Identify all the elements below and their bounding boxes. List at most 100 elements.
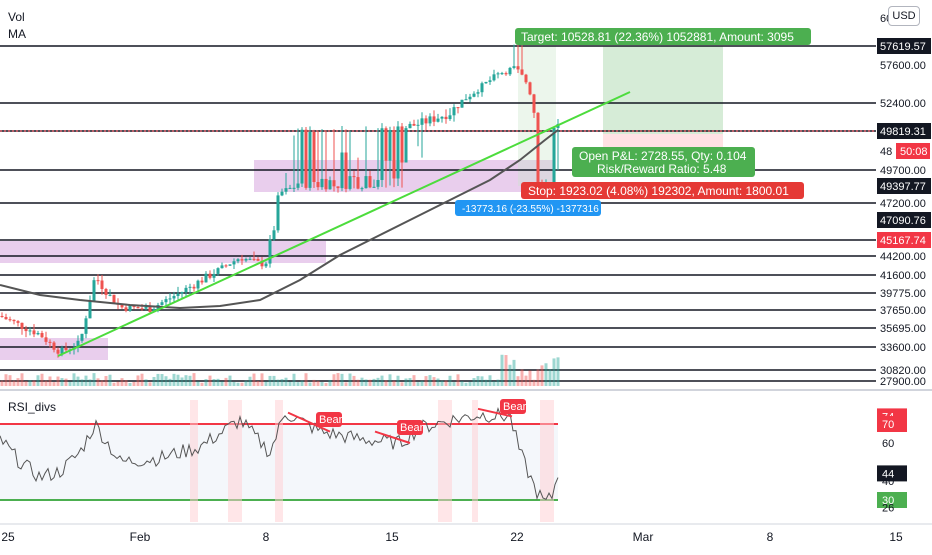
ma-indicator-label[interactable]: MA: [8, 27, 26, 41]
candle-body: [312, 131, 316, 183]
volume-bar: [104, 376, 108, 386]
volume-bar: [360, 377, 364, 386]
candle-body: [56, 349, 60, 354]
candle-body: [252, 258, 256, 260]
vol-indicator-label[interactable]: Vol: [8, 10, 25, 24]
candle-body: [404, 128, 408, 163]
volume-bar: [536, 369, 540, 386]
volume-bar: [372, 378, 376, 386]
volume-bar: [128, 382, 132, 386]
candle-body: [512, 66, 516, 68]
volume-bar: [556, 357, 560, 386]
candle-body: [388, 130, 392, 161]
candle-body: [268, 239, 272, 264]
volume-bar: [212, 379, 216, 386]
volume-bar: [384, 380, 388, 386]
volume-bar: [0, 380, 4, 386]
candle-body: [468, 96, 472, 100]
measure-label: -13773.16 (-23.55%) -1377316: [462, 204, 599, 215]
volume-bar: [64, 378, 68, 386]
time-tick-label: 8: [263, 530, 270, 544]
volume-bar: [192, 373, 196, 386]
volume-bar: [36, 375, 40, 386]
currency-button[interactable]: USD: [888, 6, 920, 26]
candle-body: [364, 176, 368, 189]
candle-body: [492, 74, 496, 81]
volume-bar: [56, 376, 60, 386]
candle-body: [100, 280, 104, 289]
price-axis: [876, 0, 932, 390]
volume-bar: [512, 359, 516, 386]
time-tick-label: 8: [767, 530, 774, 544]
volume-bar: [524, 375, 528, 386]
candle-body: [40, 333, 44, 338]
candle-body: [484, 81, 488, 84]
candle-body: [320, 178, 324, 188]
candle-body: [284, 188, 288, 192]
stop-zone: [603, 134, 723, 148]
candle-body: [12, 319, 16, 322]
volume-bar: [388, 374, 392, 386]
candle-body: [168, 298, 172, 300]
rsi-highlight: [228, 400, 242, 522]
candle-body: [160, 302, 164, 305]
candle-body: [52, 342, 56, 350]
pnl-label: Open P&L: 2728.55, Qty: 0.104: [579, 149, 747, 163]
volume-bar: [484, 379, 488, 386]
stop-label: Stop: 1923.02 (4.08%) 192302, Amount: 18…: [528, 184, 789, 198]
candle-body: [308, 131, 312, 188]
candle-body: [372, 186, 376, 188]
volume-bar: [520, 369, 524, 386]
volume-bar: [480, 376, 484, 386]
candle-body: [424, 118, 428, 124]
measure-label-box: [455, 200, 601, 216]
candle-body: [76, 340, 80, 348]
volume-bar: [92, 373, 96, 386]
volume-bar: [408, 378, 412, 386]
volume-bar: [552, 358, 556, 386]
volume-bar: [352, 375, 356, 386]
volume-bar: [216, 378, 220, 386]
candle-body: [396, 126, 400, 179]
candle-body: [20, 322, 24, 329]
candle-body: [96, 280, 100, 282]
volume-bar: [52, 382, 56, 386]
price-tick-partial: 48: [880, 146, 892, 158]
volume-bar: [340, 373, 344, 386]
candle-body: [212, 273, 216, 278]
time-tick-label: 25: [1, 530, 15, 544]
rsi-highlight: [472, 400, 478, 522]
candle-body: [180, 292, 184, 294]
volume-bar: [424, 376, 428, 386]
stop-label-box: [521, 182, 804, 199]
candle-body: [420, 118, 424, 125]
price-tag-box: [877, 178, 931, 194]
bear-divergence-line: [374, 430, 411, 444]
volume-bar: [308, 382, 312, 386]
candle-body: [436, 118, 440, 122]
volume-bar: [532, 379, 536, 386]
bear-label-box: [316, 412, 342, 427]
candle-body: [220, 265, 224, 269]
trend-line: [57, 91, 631, 357]
rsi-title: RSI_divs: [8, 400, 56, 414]
candle-body: [28, 330, 32, 332]
volume-bar: [452, 382, 456, 386]
candle-body: [104, 288, 108, 295]
time-tick-label: Feb: [130, 530, 151, 544]
candle-body: [16, 321, 20, 323]
volume-bar: [220, 381, 224, 386]
candle-body: [272, 230, 276, 240]
volume-bar: [232, 381, 236, 386]
candle-body: [452, 107, 456, 116]
volume-bar: [244, 380, 248, 386]
candle-body: [304, 129, 308, 188]
candle-body: [248, 258, 252, 260]
candle-body: [448, 115, 452, 120]
volume-bar: [368, 379, 372, 386]
bear-divergence-line: [477, 407, 513, 418]
candle-body: [172, 296, 176, 299]
volume-bar: [160, 374, 164, 386]
candle-body: [368, 176, 372, 188]
